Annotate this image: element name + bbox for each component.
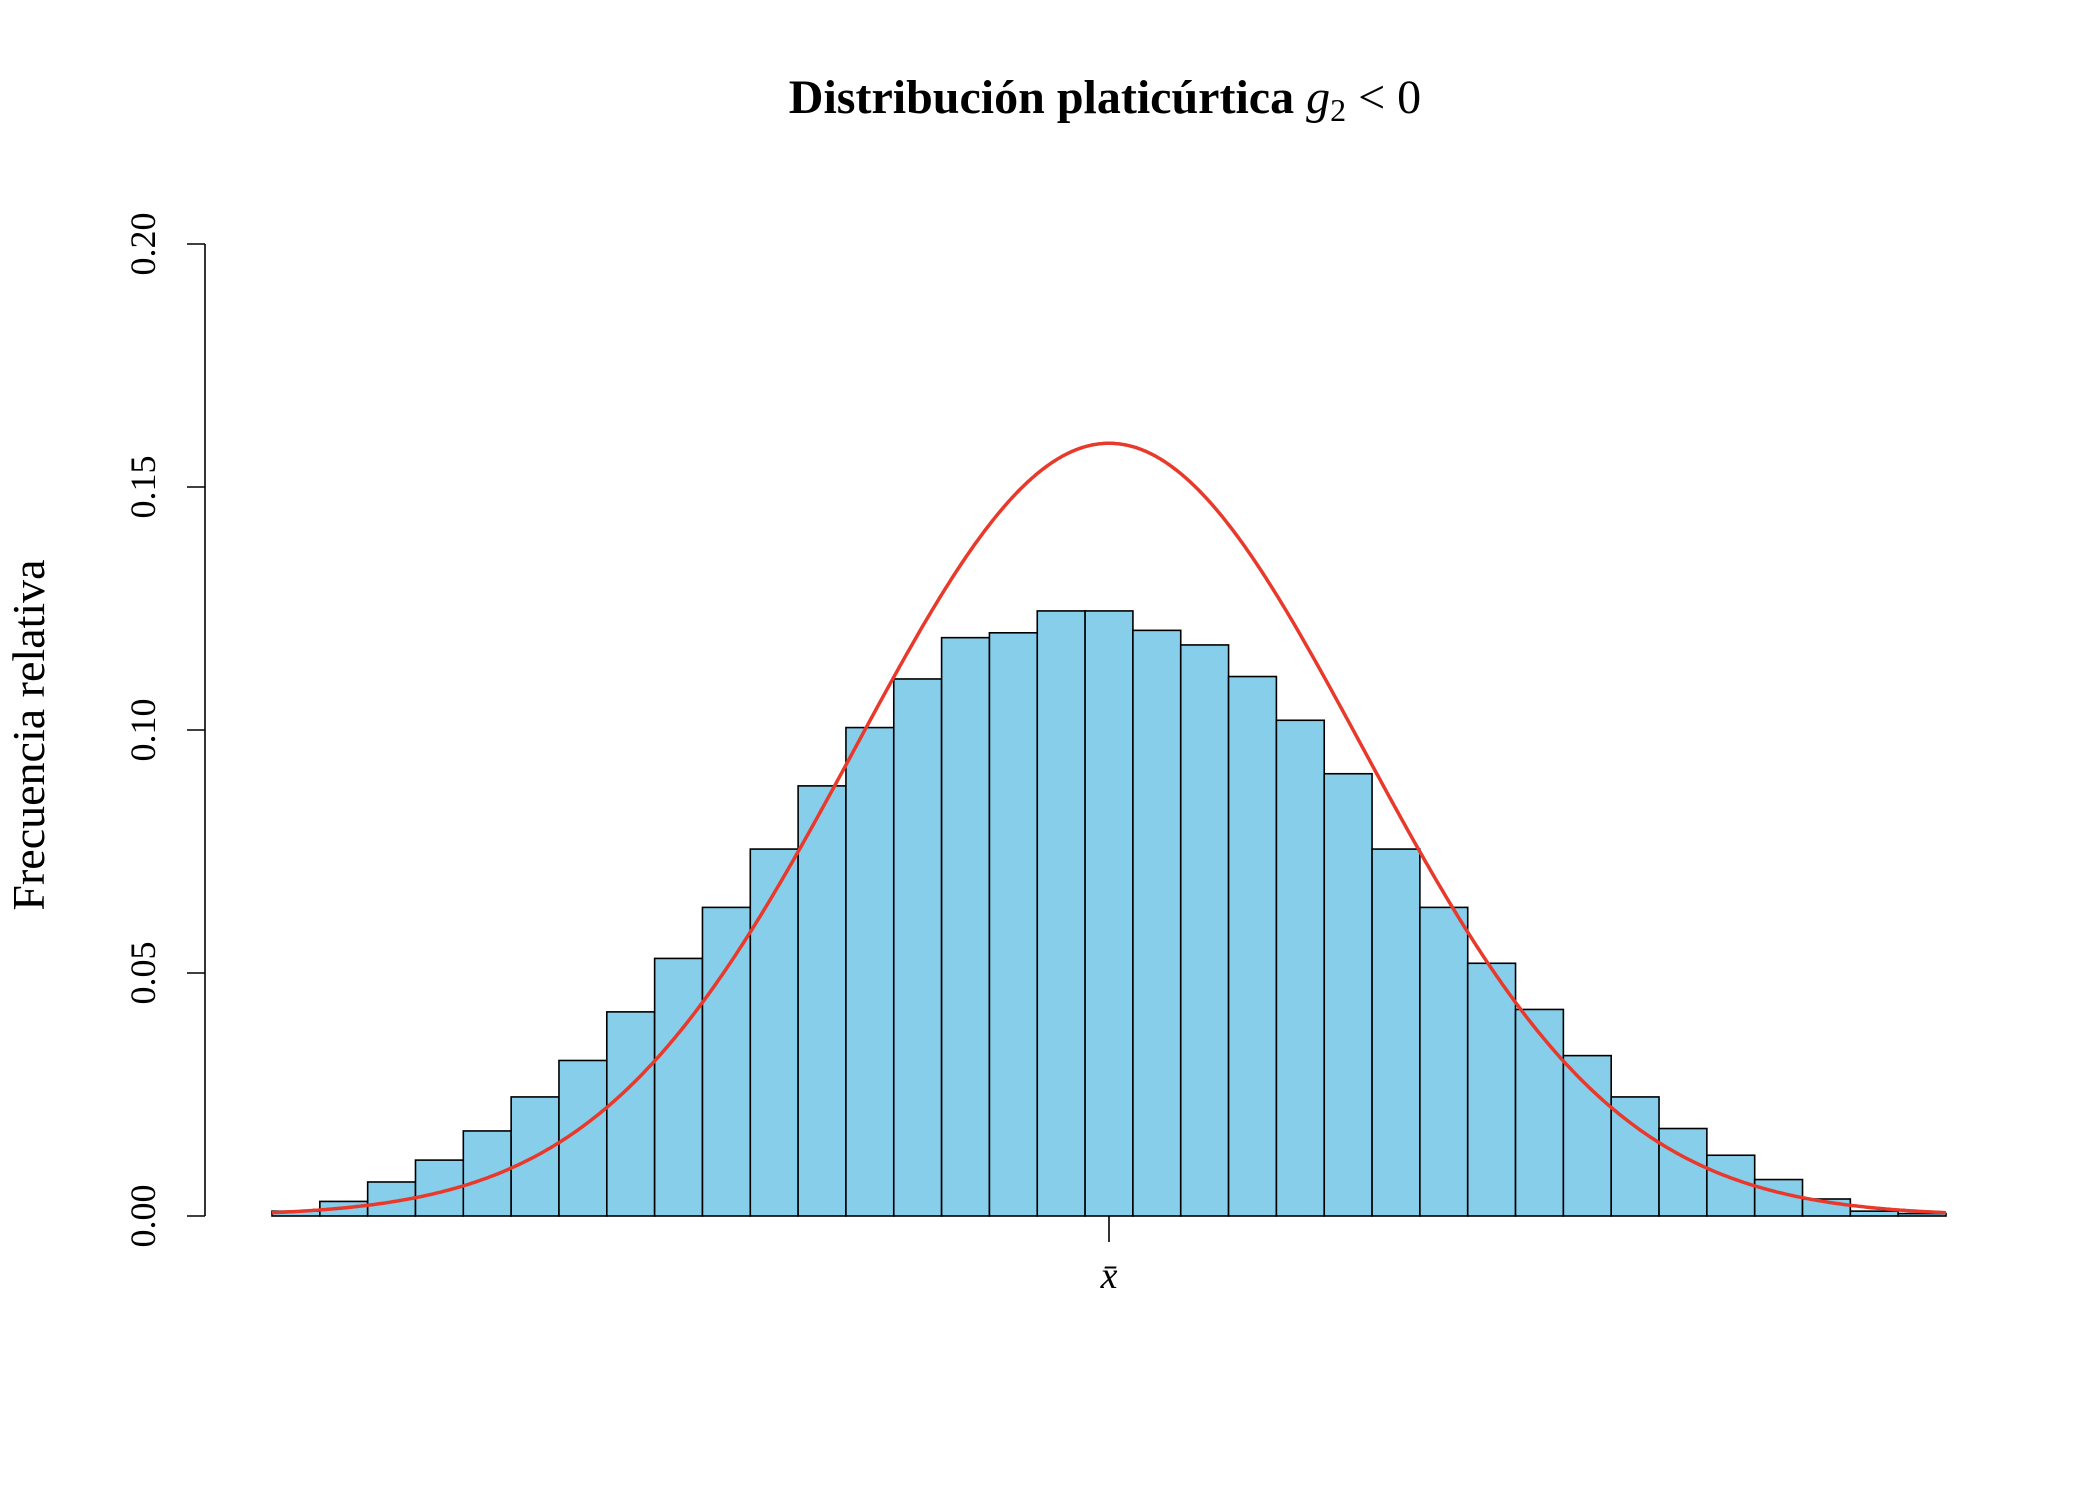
histogram-bar <box>1084 610 1134 1217</box>
histogram-bar <box>1466 962 1517 1217</box>
histogram-bar <box>845 726 895 1217</box>
chart-title-text: Distribución platicúrtica <box>788 71 1295 124</box>
histogram-bar <box>1323 772 1373 1217</box>
histogram-bar <box>462 1130 512 1217</box>
histogram-bar <box>988 631 1039 1217</box>
histogram-bar <box>1371 848 1421 1217</box>
y-tick-label: 0.00 <box>123 1185 163 1248</box>
histogram-bar <box>1227 675 1278 1217</box>
histogram-bar <box>1706 1154 1756 1217</box>
y-tick-label: 0.05 <box>123 942 163 1005</box>
histogram-bar <box>1275 719 1326 1217</box>
histogram-bar <box>749 848 799 1217</box>
histogram-bar <box>797 785 847 1217</box>
histogram-bar <box>653 957 704 1217</box>
histogram-bar <box>1036 610 1086 1217</box>
chart-title: Distribución platicúrtica g2 < 0 <box>0 70 2100 129</box>
y-tick-label: 0.10 <box>123 699 163 762</box>
histogram-bar <box>1419 906 1469 1217</box>
histogram-bar <box>1562 1054 1612 1217</box>
y-axis-label: Frecuencia relativa <box>3 559 54 910</box>
histogram-bar <box>701 906 752 1217</box>
histogram-bar <box>940 636 991 1217</box>
x-axis: x̄ <box>1100 1216 1118 1297</box>
y-tick-label: 0.20 <box>123 213 163 276</box>
histogram-bar <box>1514 1008 1565 1217</box>
chart-title-subscript: 2 <box>1330 92 1347 128</box>
y-axis: 0.00 0.05 0.10 0.15 0.20 <box>123 213 206 1248</box>
histogram-bar <box>892 678 943 1217</box>
y-tick-label: 0.15 <box>123 456 163 519</box>
histogram-bar <box>1897 1212 1947 1217</box>
x-tick-label: x̄ <box>1100 1255 1118 1297</box>
histogram-bar <box>1132 629 1182 1217</box>
chart-title-math: g2 <box>1306 71 1346 128</box>
histogram-bar <box>1179 644 1230 1217</box>
histogram-bar <box>1610 1096 1660 1217</box>
chart-title-relation: < 0 <box>1346 71 1422 124</box>
histogram-bars <box>271 610 1947 1217</box>
normal-curve <box>271 441 1947 1215</box>
chart-title-symbol: g <box>1306 71 1331 124</box>
histogram-bar <box>1849 1210 1899 1217</box>
histogram-bar <box>1658 1127 1708 1217</box>
histogram-bar <box>605 1011 656 1217</box>
